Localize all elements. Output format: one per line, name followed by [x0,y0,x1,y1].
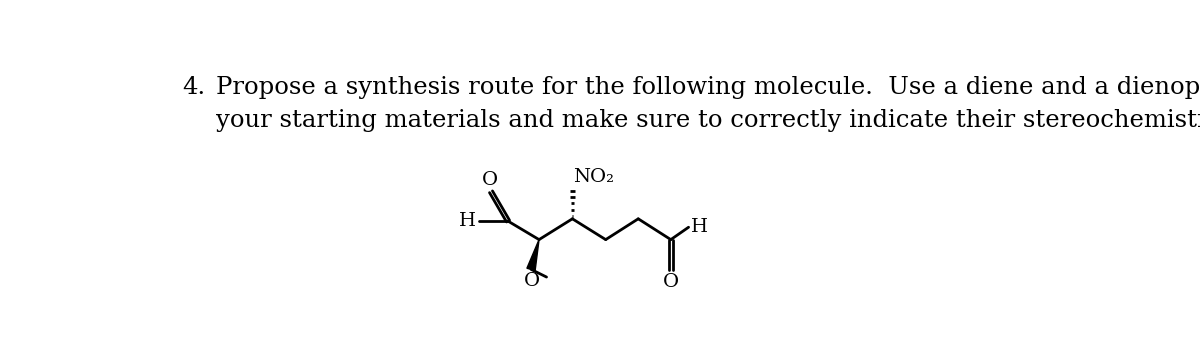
Text: O: O [662,274,679,291]
Text: H: H [691,218,708,236]
Text: O: O [481,171,498,189]
Text: H: H [458,212,475,230]
Text: NO₂: NO₂ [574,168,614,186]
Polygon shape [527,240,539,270]
Text: O: O [523,272,540,290]
Text: your starting materials and make sure to correctly indicate their stereochemistr: your starting materials and make sure to… [216,109,1200,132]
Text: Propose a synthesis route for the following molecule.  Use a diene and a dienoph: Propose a synthesis route for the follow… [216,76,1200,99]
Text: 4.: 4. [182,76,205,99]
